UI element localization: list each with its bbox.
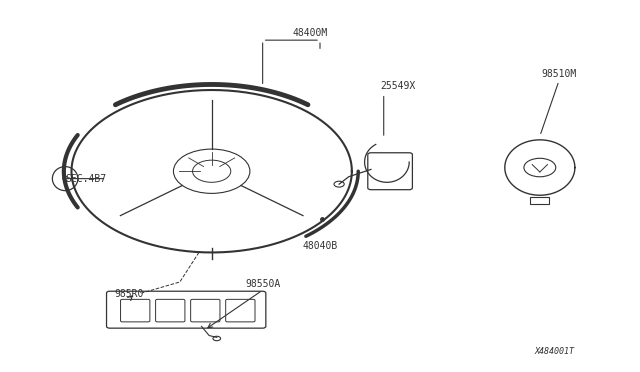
Text: 25549X: 25549X xyxy=(381,81,416,91)
Text: 48040B: 48040B xyxy=(302,241,338,251)
Text: SEC.4B7: SEC.4B7 xyxy=(65,174,106,184)
Text: 48400M: 48400M xyxy=(293,28,328,38)
Text: 985R0: 985R0 xyxy=(114,289,143,299)
Bar xyxy=(531,197,549,205)
Text: 98510M: 98510M xyxy=(541,69,577,79)
Text: X484001T: X484001T xyxy=(535,347,575,356)
Text: 98550A: 98550A xyxy=(245,279,280,289)
